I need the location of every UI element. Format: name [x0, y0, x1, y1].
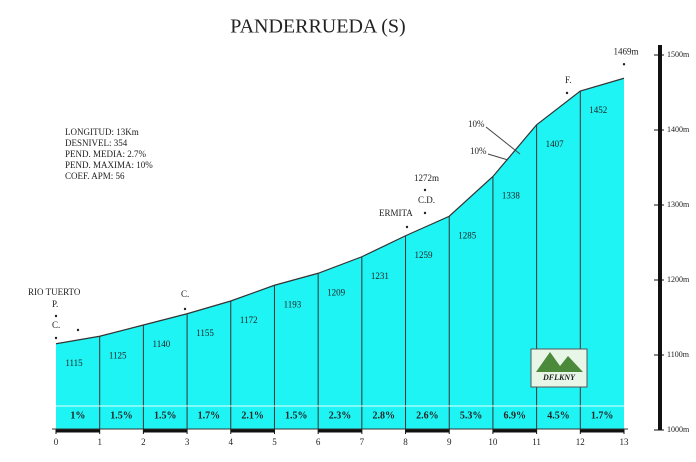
altitude-label: 1140: [153, 339, 171, 349]
profile-line: [55, 77, 625, 345]
gradient-label: 1.5%: [110, 410, 133, 421]
annotation: F.: [565, 75, 572, 85]
info-line: PEND. MAXIMA: 10%: [65, 160, 153, 170]
x-tick-label: 5: [272, 437, 277, 447]
logo-mountain: [536, 352, 583, 372]
annotation: 10%: [470, 146, 487, 156]
leader: [487, 153, 509, 161]
x-tick-label: 2: [141, 437, 146, 447]
place-dot: [54, 336, 58, 340]
altitude-label: 1125: [109, 350, 127, 360]
info-line: COEF. APM: 56: [65, 171, 125, 181]
altitude-label: 1155: [196, 328, 214, 338]
summit-dot: [622, 63, 626, 66]
y-tick-label: 1500m: [667, 50, 690, 59]
gradient-label: 5.3%: [460, 410, 483, 421]
place-dot: [423, 188, 427, 192]
gradient-label: 1.7%: [198, 410, 221, 421]
x-tick-label: 6: [316, 437, 321, 447]
x-tick-label: 8: [403, 437, 408, 447]
gradient-label: 1.5%: [285, 410, 308, 421]
gradient-label: 6.9%: [504, 410, 527, 421]
x-tick-label: 7: [360, 437, 365, 447]
logo: DFLKNY: [530, 348, 588, 388]
x-tick-label: 10: [488, 437, 498, 447]
profile-area: [56, 78, 624, 430]
annotation: ERMITA: [379, 208, 413, 218]
x-tick-label: 9: [447, 437, 452, 447]
x-tick-label: 1: [97, 437, 102, 447]
gradient-label: 1.5%: [154, 410, 177, 421]
gradient-label: 2.1%: [241, 410, 264, 421]
altitude-label: 1259: [415, 250, 434, 260]
info-line: PEND. MEDIA: 2.7%: [65, 149, 146, 159]
altitude-label: 1193: [284, 299, 302, 309]
gradient-label: 2.8%: [372, 410, 395, 421]
logo-text: DFLKNY: [542, 373, 576, 382]
place-dot: [423, 211, 427, 215]
y-tick-label: 1300m: [667, 200, 690, 209]
x-tick-label: 13: [620, 437, 630, 447]
gradient-label: 2.6%: [416, 410, 439, 421]
altitude-label: 1285: [458, 230, 477, 240]
annotation: C.D.: [418, 195, 435, 205]
gradient-label: 1.7%: [591, 410, 614, 421]
gradient-label: 2.3%: [329, 410, 352, 421]
annotation: 10%: [468, 119, 485, 129]
y-tick-label: 1100m: [667, 350, 690, 359]
annotation: P.: [52, 299, 58, 309]
gradient-label: 1%: [70, 410, 85, 421]
place-dot: [76, 328, 80, 332]
info-line: LONGITUD: 13Km: [65, 127, 139, 137]
altitude-label: 1231: [371, 271, 389, 281]
y-tick-label: 1200m: [667, 275, 690, 284]
annotation: 1272m: [414, 173, 439, 183]
altitude-label: 1452: [589, 105, 607, 115]
gradient-label: 4.5%: [547, 410, 570, 421]
y-axis-bar: [658, 45, 662, 430]
place-dot: [565, 91, 569, 95]
altitude-label: 1407: [546, 139, 565, 149]
x-tick-label: 12: [576, 437, 585, 447]
altitude-label: 1172: [240, 315, 258, 325]
altitude-label: 1209: [327, 287, 346, 297]
place-dot: [54, 314, 58, 318]
x-tick-label: 11: [532, 437, 541, 447]
place-dot: [183, 307, 187, 311]
annotation: C.: [181, 289, 189, 299]
altitude-label: 1469m: [613, 46, 638, 56]
x-tick-label: 3: [185, 437, 190, 447]
x-tick-label: 4: [229, 437, 234, 447]
x-tick-label: 0: [54, 437, 59, 447]
altitude-label: 1115: [65, 358, 83, 368]
y-tick-label: 1400m: [667, 125, 690, 134]
chart-title: PANDERRUEDA (S): [230, 16, 405, 38]
leader: [485, 126, 521, 155]
place-dot: [405, 225, 409, 229]
annotation: C.: [52, 320, 60, 330]
altitude-label: 1338: [502, 191, 521, 201]
y-tick-label: 1000m: [667, 425, 690, 434]
info-line: DESNIVEL: 354: [65, 138, 128, 148]
annotation: RIO TUERTO: [28, 287, 81, 297]
